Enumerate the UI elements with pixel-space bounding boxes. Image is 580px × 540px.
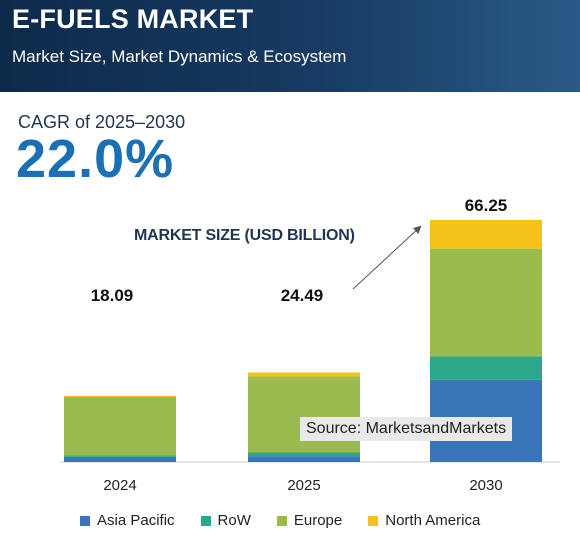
legend-label: North America — [385, 512, 481, 529]
legend-item: RoW — [200, 512, 251, 529]
x-tick-label: 2024 — [103, 477, 137, 494]
bar-total-label: 66.25 — [464, 196, 508, 215]
bar-segment-europe-2025 — [248, 376, 360, 453]
growth-arrow — [352, 225, 422, 290]
bar-segment-row-2025 — [248, 452, 360, 457]
legend-item: Asia Pacific — [80, 512, 175, 529]
chart-legend: Asia Pacific RoW Europe North America — [80, 512, 506, 529]
page-subtitle: Market Size, Market Dynamics & Ecosystem — [12, 47, 347, 66]
cagr-label: CAGR of 2025–2030 — [18, 112, 186, 132]
legend-swatch — [368, 515, 379, 526]
x-tick-label: 2025 — [287, 477, 321, 494]
legend-swatch — [276, 515, 287, 526]
bar-segment-north-america-2024 — [64, 395, 176, 397]
bar-segment-north-america-2025 — [248, 372, 360, 377]
cagr-value: 22.0% — [16, 129, 175, 189]
legend-label: Asia Pacific — [97, 512, 175, 529]
legend-label: RoW — [217, 512, 251, 529]
x-tick-label: 2030 — [469, 477, 503, 494]
bar-segment-asia-pacific-2024 — [64, 456, 176, 462]
legend-item: Europe — [276, 512, 343, 529]
bar-segment-europe-2030 — [430, 248, 542, 357]
page-title: E-FUELS MARKET — [12, 4, 254, 34]
source-note: Source: MarketsandMarkets — [300, 417, 513, 441]
bar-segment-row-2024 — [64, 455, 176, 457]
bar-segment-row-2030 — [430, 356, 542, 380]
header-banner: E-FUELS MARKET Market Size, Market Dynam… — [0, 0, 580, 92]
bar-segment-asia-pacific-2025 — [248, 456, 360, 462]
legend-label: Europe — [293, 512, 343, 529]
bar-segment-europe-2024 — [64, 396, 176, 456]
bar-total-label: 24.49 — [280, 286, 324, 305]
legend-swatch — [80, 515, 90, 526]
bar-total-label: 18.09 — [90, 286, 134, 305]
legend-item: North America — [368, 512, 480, 529]
chart-title: MARKET SIZE (USD BILLION) — [134, 227, 355, 244]
bar-segment-north-america-2030 — [430, 219, 542, 249]
legend-swatch — [200, 515, 211, 526]
